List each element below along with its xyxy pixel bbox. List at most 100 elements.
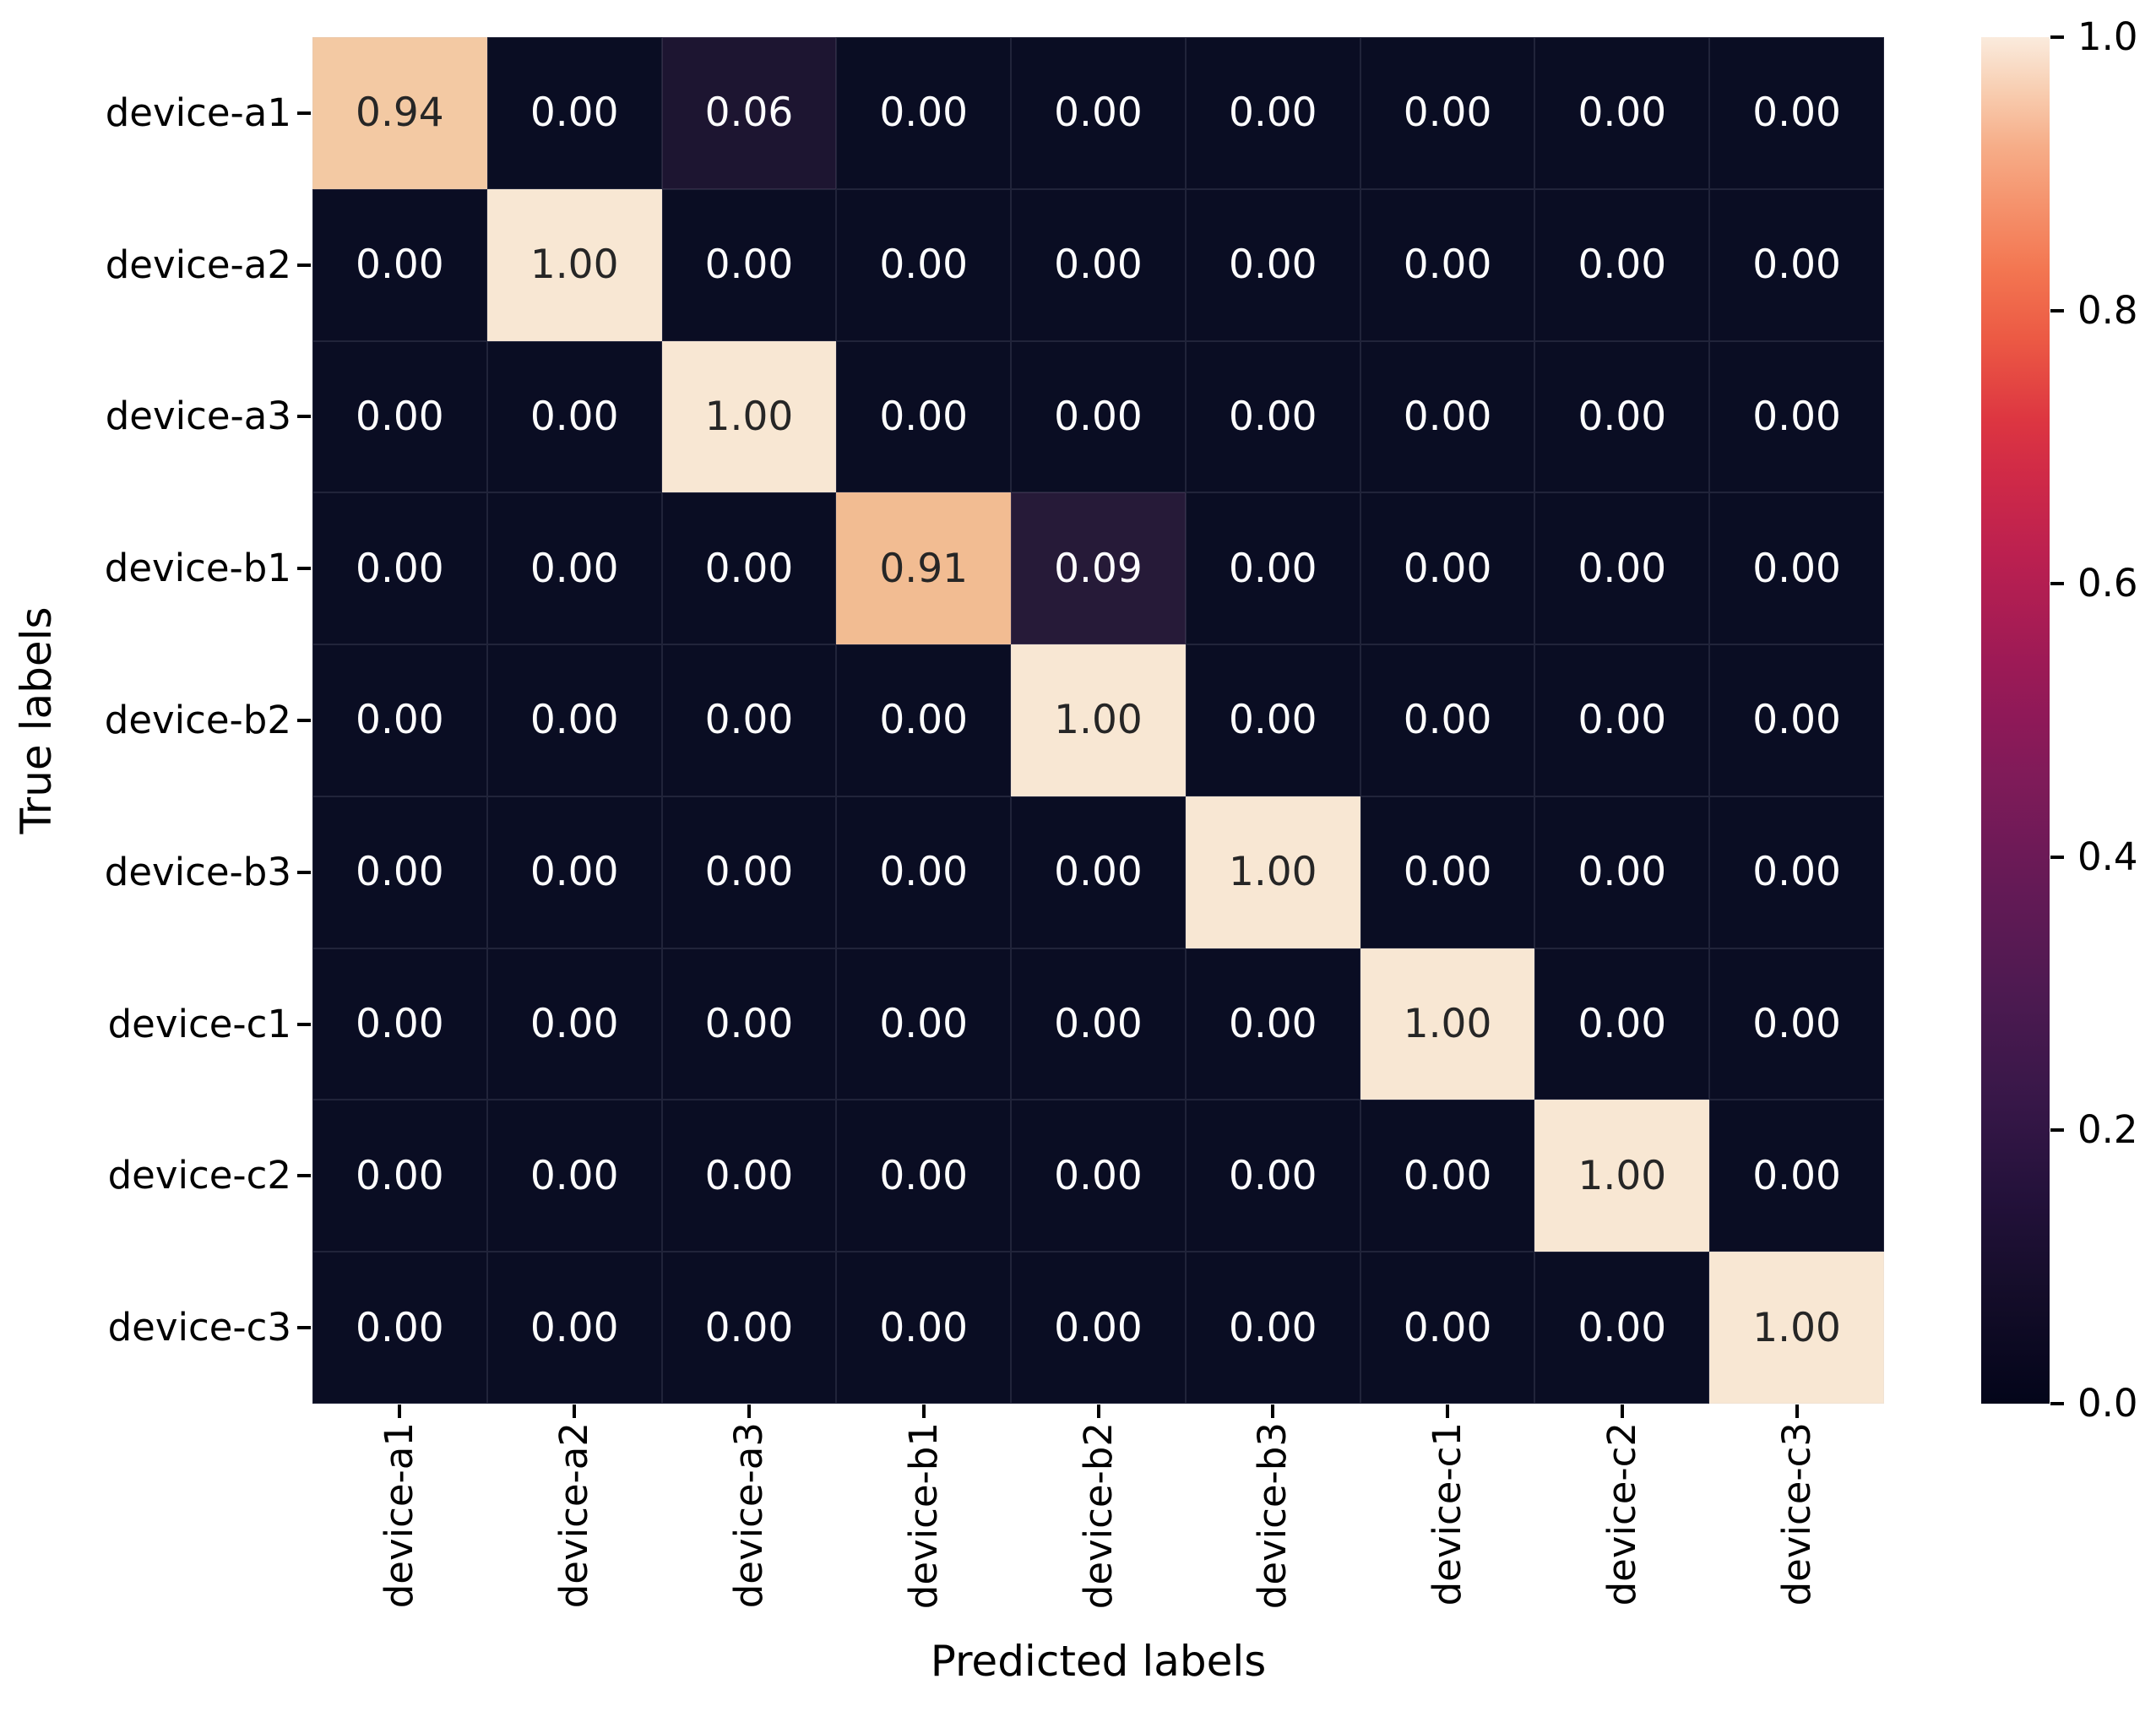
heatmap-cell: 0.00: [836, 644, 1012, 796]
heatmap-cell: 0.00: [1709, 644, 1884, 796]
heatmap-cell: 0.00: [1709, 340, 1884, 493]
heatmap-grid: 0.94 0.00 0.06 0.00 0.00 0.00 0.00 0.00 0.00 0.00…: [312, 37, 1884, 1404]
cell-value: 0.06: [704, 90, 794, 137]
y-tick-label: device-c3: [107, 1305, 291, 1350]
x-tick-mark: [1795, 1405, 1799, 1418]
colorbar-tick-label: 0.6: [2077, 561, 2138, 606]
heatmap-cell: 0.91: [836, 492, 1012, 645]
heatmap-cell: 0.00: [1360, 37, 1535, 189]
cell-value: 0.00: [1752, 1152, 1841, 1199]
y-tick-label: device-c2: [107, 1153, 291, 1198]
y-tick-mark: [297, 111, 311, 115]
heatmap-cell: 0.00: [836, 188, 1012, 341]
heatmap-cell: 0.00: [1534, 37, 1710, 189]
heatmap-cell: 0.00: [661, 796, 837, 948]
cell-value: 0.00: [879, 1152, 969, 1199]
cell-value: 0.00: [704, 697, 794, 744]
cell-value: 0.00: [1578, 697, 1667, 744]
colorbar-tick-mark: [2050, 1402, 2064, 1405]
cell-value: 0.00: [1752, 90, 1841, 137]
x-tick-mark: [747, 1405, 751, 1418]
cell-value: 0.00: [1752, 242, 1841, 289]
heatmap-cell: 0.00: [312, 796, 487, 948]
heatmap-cell: 0.00: [1360, 188, 1535, 341]
x-tick-label: device-a2: [551, 1422, 597, 1609]
cell-value: 0.00: [1228, 697, 1317, 744]
colorbar-tick-mark: [2050, 855, 2064, 859]
cell-value: 0.00: [704, 849, 794, 896]
cell-value: 0.00: [1228, 545, 1317, 592]
colorbar-tick-mark: [2050, 35, 2064, 39]
cell-value: 0.00: [1403, 697, 1492, 744]
y-tick-mark: [297, 263, 311, 267]
heatmap-cell: 0.00: [486, 644, 662, 796]
cell-value: 0.00: [1403, 90, 1492, 137]
cell-value: 0.00: [529, 393, 619, 440]
heatmap-cell: 0.00: [312, 188, 487, 341]
cell-value: 0.00: [1752, 393, 1841, 440]
y-tick-label: device-a2: [105, 242, 291, 287]
cell-value: 0.00: [1228, 1152, 1317, 1199]
x-tick-label: device-c1: [1425, 1422, 1470, 1606]
cell-value: 0.00: [356, 849, 444, 896]
cell-value: 0.00: [529, 697, 619, 744]
cell-value: 0.00: [879, 849, 969, 896]
cell-value: 0.00: [1578, 90, 1667, 137]
heatmap-cell: 0.00: [1709, 948, 1884, 1100]
cell-value: 0.00: [1054, 1001, 1143, 1048]
y-tick-mark: [297, 870, 311, 874]
heatmap-cell: 0.00: [486, 1252, 662, 1404]
heatmap-cell: 0.00: [1011, 1252, 1186, 1404]
heatmap-cell: 0.00: [1011, 37, 1186, 189]
cell-value: 0.09: [1054, 545, 1143, 592]
heatmap-cell: 0.00: [1185, 492, 1360, 645]
cell-value: 0.00: [1403, 242, 1492, 289]
heatmap-cell: 0.00: [661, 1252, 837, 1404]
cell-value: 0.00: [704, 545, 794, 592]
colorbar: [1981, 37, 2050, 1404]
colorbar-tick-label: 0.4: [2077, 834, 2138, 879]
x-tick-label: device-a3: [725, 1422, 771, 1609]
y-tick-label: device-b3: [104, 849, 291, 894]
cell-value: 0.00: [1578, 545, 1667, 592]
y-tick-label: device-b1: [104, 546, 291, 591]
x-tick-mark: [1620, 1405, 1624, 1418]
heatmap-cell: 0.00: [1709, 492, 1884, 645]
heatmap-cell: 0.00: [836, 948, 1012, 1100]
cell-value: 0.00: [1752, 1001, 1841, 1048]
cell-value: 0.00: [1054, 393, 1143, 440]
heatmap-cell: 0.00: [1534, 188, 1710, 341]
x-tick-mark: [398, 1405, 402, 1418]
y-tick-label: device-b2: [104, 698, 291, 742]
cell-value: 0.00: [879, 90, 969, 137]
heatmap-cell: 0.00: [661, 492, 837, 645]
cell-value: 0.00: [1578, 1001, 1667, 1048]
heatmap-cell: 0.00: [486, 492, 662, 645]
y-tick-mark: [297, 567, 311, 571]
colorbar-tick-label: 0.0: [2077, 1381, 2138, 1426]
x-tick-mark: [921, 1405, 926, 1418]
heatmap-cell: 1.00: [1185, 796, 1360, 948]
heatmap-cell: 0.00: [312, 1252, 487, 1404]
cell-value: 0.00: [704, 1001, 794, 1048]
y-tick-mark: [297, 415, 311, 419]
cell-value: 0.00: [1403, 393, 1492, 440]
heatmap-cell: 0.00: [312, 1100, 487, 1252]
cell-value: 0.91: [879, 545, 969, 592]
heatmap-cell: 0.00: [486, 340, 662, 493]
cell-value: 0.00: [1228, 1001, 1317, 1048]
x-tick-mark: [1271, 1405, 1275, 1418]
heatmap-cell: 0.00: [1185, 948, 1360, 1100]
x-tick-mark: [1096, 1405, 1100, 1418]
cell-value: 1.00: [1578, 1152, 1667, 1199]
x-tick-label: device-b2: [1075, 1422, 1121, 1610]
heatmap-cell: 0.00: [836, 796, 1012, 948]
heatmap-cell: 0.00: [1011, 340, 1186, 493]
cell-value: 1.00: [529, 242, 619, 289]
cell-value: 0.00: [356, 545, 444, 592]
cell-value: 0.00: [879, 697, 969, 744]
cell-value: 0.00: [1752, 545, 1841, 592]
cell-value: 0.00: [356, 697, 444, 744]
heatmap-cell: 0.00: [661, 644, 837, 796]
x-tick-label: device-c3: [1773, 1422, 1819, 1606]
